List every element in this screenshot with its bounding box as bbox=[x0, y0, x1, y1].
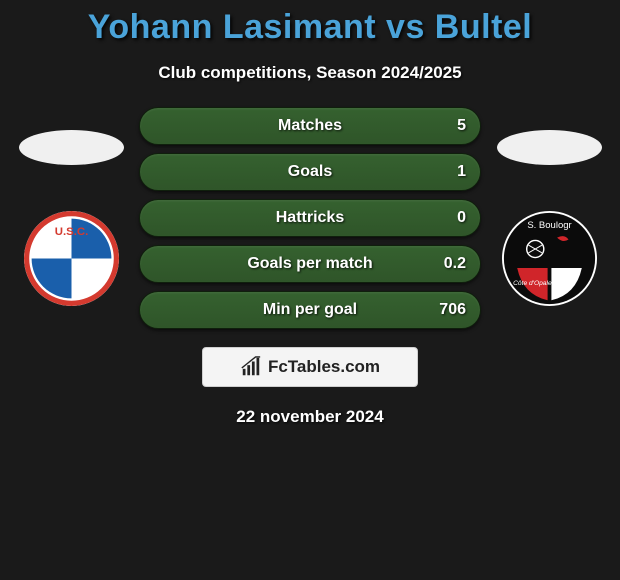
right-column: S. Boulogr Côte d'Opale bbox=[489, 130, 609, 306]
stat-row: Min per goal 706 bbox=[139, 291, 481, 329]
bar-chart-icon bbox=[240, 356, 262, 378]
svg-text:Côte d'Opale: Côte d'Opale bbox=[513, 280, 552, 287]
stat-right-value: 0 bbox=[457, 209, 466, 227]
stats-panel: Matches 5 Goals 1 Hattricks 0 Goals per … bbox=[139, 107, 481, 329]
page-title: Yohann Lasimant vs Bultel bbox=[0, 8, 620, 47]
main-layout: U.S.C. Matches 5 Goals 1 Hattricks 0 bbox=[0, 107, 620, 329]
stat-row: Goals per match 0.2 bbox=[139, 245, 481, 283]
player-photo-right bbox=[497, 130, 602, 165]
player-photo-left bbox=[19, 130, 124, 165]
stat-label: Min per goal bbox=[140, 301, 480, 319]
stat-right-value: 0.2 bbox=[444, 255, 466, 273]
stat-right-value: 5 bbox=[457, 117, 466, 135]
boulogne-crest-icon: S. Boulogr Côte d'Opale bbox=[502, 211, 597, 306]
stat-label: Goals bbox=[140, 163, 480, 181]
stat-label: Hattricks bbox=[140, 209, 480, 227]
stat-row: Goals 1 bbox=[139, 153, 481, 191]
stat-label: Goals per match bbox=[140, 255, 480, 273]
left-column: U.S.C. bbox=[11, 130, 131, 306]
stat-label: Matches bbox=[140, 117, 480, 135]
page-subtitle: Club competitions, Season 2024/2025 bbox=[0, 63, 620, 83]
svg-text:U.S.C.: U.S.C. bbox=[54, 226, 88, 238]
team-crest-left: U.S.C. bbox=[24, 211, 119, 306]
stat-right-value: 1 bbox=[457, 163, 466, 181]
svg-text:S. Boulogr: S. Boulogr bbox=[527, 220, 571, 231]
usc-crest-icon: U.S.C. bbox=[24, 211, 119, 306]
brand-text: FcTables.com bbox=[268, 357, 380, 377]
stat-row: Hattricks 0 bbox=[139, 199, 481, 237]
date-text: 22 november 2024 bbox=[0, 407, 620, 427]
stat-right-value: 706 bbox=[439, 301, 466, 319]
infographic-root: Yohann Lasimant vs Bultel Club competiti… bbox=[0, 0, 620, 580]
team-crest-right: S. Boulogr Côte d'Opale bbox=[502, 211, 597, 306]
stat-row: Matches 5 bbox=[139, 107, 481, 145]
brand-badge: FcTables.com bbox=[202, 347, 418, 387]
